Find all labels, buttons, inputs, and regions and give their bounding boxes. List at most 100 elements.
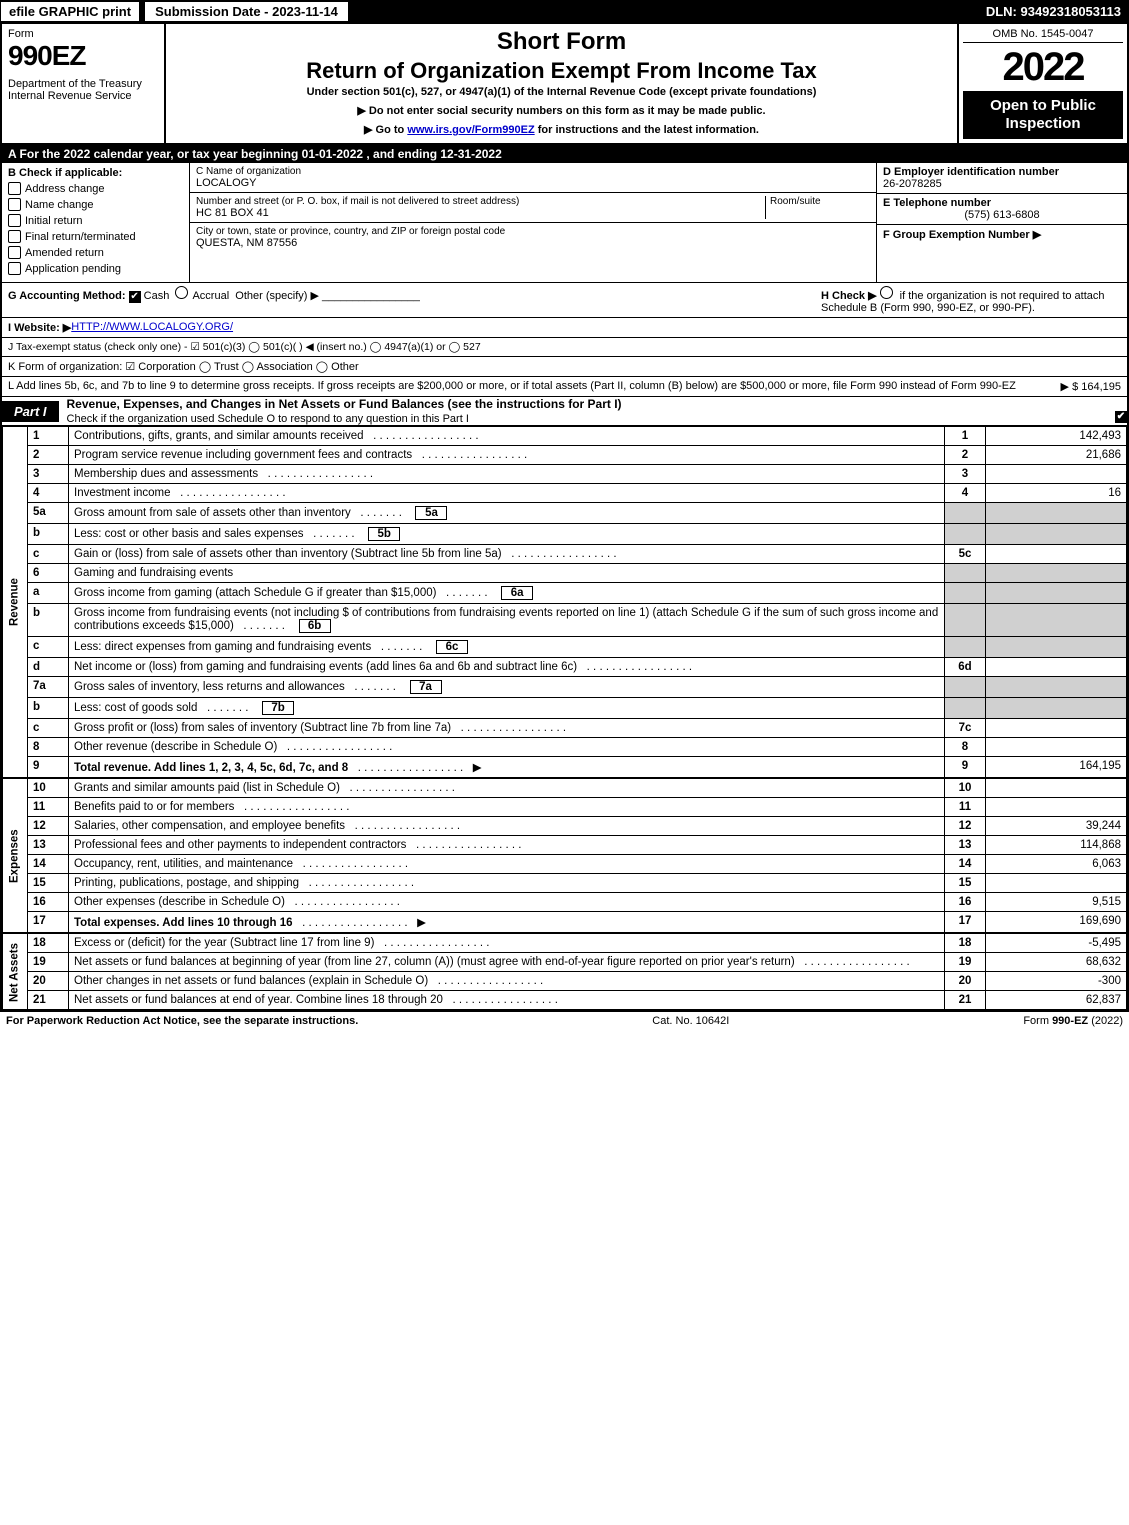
line-text: Grants and similar amounts paid (list in…	[69, 779, 945, 798]
line-amount	[986, 798, 1127, 817]
line-text: Program service revenue including govern…	[69, 446, 945, 465]
form-number: 990EZ	[8, 40, 158, 72]
line-box	[945, 583, 986, 604]
line-number: 13	[28, 836, 69, 855]
line-row: 5aGross amount from sale of assets other…	[3, 503, 1127, 524]
cb-application-pending[interactable]: Application pending	[8, 262, 183, 275]
line-number: 18	[28, 934, 69, 953]
line-number: 7a	[28, 677, 69, 698]
line-row: 12Salaries, other compensation, and empl…	[3, 817, 1127, 836]
line-row: 4Investment income . . . . . . . . . . .…	[3, 484, 1127, 503]
line-number: 10	[28, 779, 69, 798]
line-text: Salaries, other compensation, and employ…	[69, 817, 945, 836]
line-amount	[986, 637, 1127, 658]
h-label: H Check ▶	[821, 290, 877, 302]
c-street-label: Number and street (or P. O. box, if mail…	[196, 196, 765, 207]
footer-mid: Cat. No. 10642I	[652, 1015, 729, 1027]
line-text: Membership dues and assessments . . . . …	[69, 465, 945, 484]
line-row: 21Net assets or fund balances at end of …	[3, 991, 1127, 1010]
line-box: 1	[945, 427, 986, 446]
line-amount	[986, 564, 1127, 583]
line-box: 21	[945, 991, 986, 1010]
line-row: 3Membership dues and assessments . . . .…	[3, 465, 1127, 484]
line-number: 8	[28, 738, 69, 757]
c-city-label: City or town, state or province, country…	[196, 226, 870, 237]
line-amount: 6,063	[986, 855, 1127, 874]
line-text: Occupancy, rent, utilities, and maintena…	[69, 855, 945, 874]
line-box: 7c	[945, 719, 986, 738]
line-row: 7aGross sales of inventory, less returns…	[3, 677, 1127, 698]
cb-name-change[interactable]: Name change	[8, 198, 183, 211]
row-j: J Tax-exempt status (check only one) - ☑…	[2, 337, 1127, 356]
cb-address-change[interactable]: Address change	[8, 182, 183, 195]
line-row: 11Benefits paid to or for members . . . …	[3, 798, 1127, 817]
line-text: Gaming and fundraising events	[69, 564, 945, 583]
line-row: dNet income or (loss) from gaming and fu…	[3, 658, 1127, 677]
line-number: c	[28, 637, 69, 658]
line-amount	[986, 545, 1127, 564]
line-amount	[986, 604, 1127, 637]
efile-label[interactable]: efile GRAPHIC print	[0, 1, 140, 22]
f-label: F Group Exemption Number ▶	[883, 228, 1121, 241]
line-row: bGross income from fundraising events (n…	[3, 604, 1127, 637]
line-amount: 169,690	[986, 912, 1127, 933]
line-amount: 16	[986, 484, 1127, 503]
line-box: 14	[945, 855, 986, 874]
line-box: 20	[945, 972, 986, 991]
ein: 26-2078285	[883, 178, 1121, 190]
line-text: Other expenses (describe in Schedule O) …	[69, 893, 945, 912]
i-label: I Website: ▶	[8, 321, 71, 334]
line-row: Net Assets18Excess or (deficit) for the …	[3, 934, 1127, 953]
line-number: b	[28, 698, 69, 719]
line-number: c	[28, 719, 69, 738]
line-box	[945, 698, 986, 719]
line-row: 15Printing, publications, postage, and s…	[3, 874, 1127, 893]
room-label: Room/suite	[770, 196, 870, 207]
line-text: Net income or (loss) from gaming and fun…	[69, 658, 945, 677]
part1-header: Part I Revenue, Expenses, and Changes in…	[2, 396, 1127, 426]
section-vlabel: Revenue	[3, 427, 28, 778]
line-amount	[986, 583, 1127, 604]
line-number: 19	[28, 953, 69, 972]
line-box: 9	[945, 757, 986, 778]
form-body: Form 990EZ Department of the Treasury In…	[0, 22, 1129, 1012]
line-text: Gross amount from sale of assets other t…	[69, 503, 945, 524]
tax-year: 2022	[963, 47, 1123, 87]
cb-amended-return[interactable]: Amended return	[8, 246, 183, 259]
line-text: Investment income . . . . . . . . . . . …	[69, 484, 945, 503]
line-box: 16	[945, 893, 986, 912]
section-vlabel: Net Assets	[3, 934, 28, 1010]
website-link[interactable]: HTTP://WWW.LOCALOGY.ORG/	[71, 321, 233, 334]
line-amount: 9,515	[986, 893, 1127, 912]
row-gh: G Accounting Method: ✔ Cash Accrual Othe…	[2, 282, 1127, 317]
website-notice: ▶ Go to www.irs.gov/Form990EZ for instru…	[174, 123, 949, 136]
line-box: 19	[945, 953, 986, 972]
line-number: 14	[28, 855, 69, 874]
line-row: cGross profit or (loss) from sales of in…	[3, 719, 1127, 738]
part1-tab: Part I	[2, 401, 59, 422]
line-box: 3	[945, 465, 986, 484]
section-a: A For the 2022 calendar year, or tax yea…	[2, 145, 1127, 163]
line-box	[945, 604, 986, 637]
cb-initial-return[interactable]: Initial return	[8, 214, 183, 227]
line-text: Excess or (deficit) for the year (Subtra…	[69, 934, 945, 953]
line-amount: 68,632	[986, 953, 1127, 972]
section-vlabel: Expenses	[3, 779, 28, 933]
header-left: Form 990EZ Department of the Treasury In…	[2, 24, 166, 143]
line-text: Gain or (loss) from sale of assets other…	[69, 545, 945, 564]
footer-right: Form 990-EZ (2022)	[1023, 1015, 1123, 1027]
l-amount: ▶ $ 164,195	[1053, 380, 1121, 393]
line-text: Net assets or fund balances at beginning…	[69, 953, 945, 972]
form-title: Return of Organization Exempt From Incom…	[174, 58, 949, 84]
line-text: Gross profit or (loss) from sales of inv…	[69, 719, 945, 738]
line-amount: 62,837	[986, 991, 1127, 1010]
check-icon: ✔	[1115, 411, 1127, 423]
dept-label: Department of the Treasury	[8, 78, 158, 90]
cb-final-return[interactable]: Final return/terminated	[8, 230, 183, 243]
irs-link[interactable]: www.irs.gov/Form990EZ	[407, 124, 534, 136]
line-row: cGain or (loss) from sale of assets othe…	[3, 545, 1127, 564]
row-i: I Website: ▶ HTTP://WWW.LOCALOGY.ORG/	[2, 317, 1127, 337]
line-box: 5c	[945, 545, 986, 564]
line-amount: 114,868	[986, 836, 1127, 855]
line-amount: -5,495	[986, 934, 1127, 953]
